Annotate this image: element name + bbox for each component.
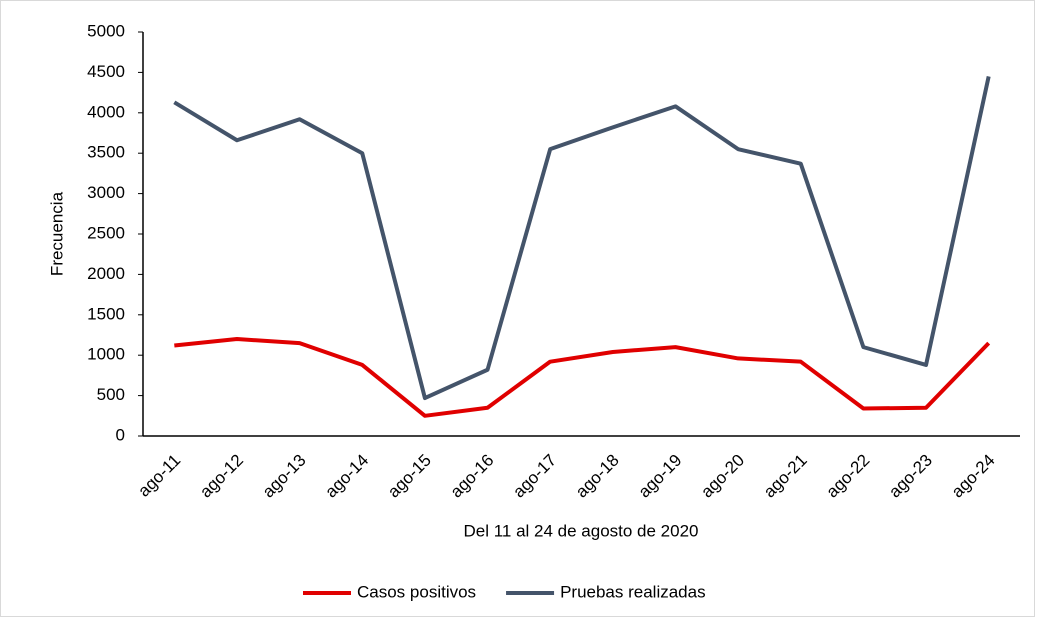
line-series (174, 337, 991, 418)
y-tick-label: 1500 (87, 304, 125, 323)
y-tick-label: 5000 (87, 21, 125, 40)
legend-label: Pruebas realizadas (560, 582, 706, 601)
x-axis-label: Del 11 al 24 de agosto de 2020 (463, 521, 698, 540)
y-tick-label: 2000 (87, 264, 125, 283)
y-tick-label: 4500 (87, 62, 125, 81)
legend-label: Casos positivos (357, 582, 476, 601)
y-tick-label: 2500 (87, 223, 125, 242)
y-tick-label: 4000 (87, 102, 125, 121)
y-tick-label: 3000 (87, 183, 125, 202)
y-tick-label: 0 (116, 425, 125, 444)
y-tick-label: 3500 (87, 143, 125, 162)
y-tick-label: 1000 (87, 345, 125, 364)
line-series (173, 76, 991, 401)
y-tick-label: 500 (97, 385, 125, 404)
y-axis-label: Frecuencia (47, 191, 66, 276)
